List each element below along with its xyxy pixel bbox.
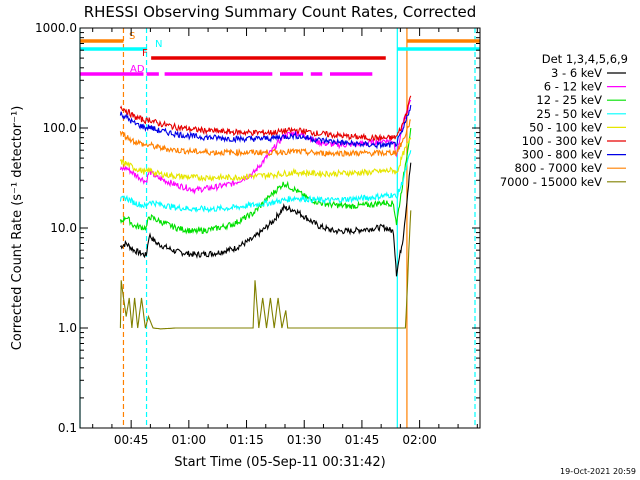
state-bar-label: F	[142, 48, 148, 59]
legend-label: 800 - 7000 keV	[514, 161, 602, 175]
legend-label: 3 - 6 keV	[551, 66, 602, 80]
legend-label: 100 - 300 keV	[522, 134, 602, 148]
legend-label: 25 - 50 keV	[536, 107, 602, 121]
y-tick-label: 0.1	[58, 421, 77, 435]
state-bar-label: S	[129, 31, 135, 42]
legend-label: 12 - 25 keV	[536, 93, 602, 107]
x-tick-label: 01:00	[172, 433, 207, 447]
series-line	[119, 150, 412, 214]
series-line	[119, 162, 412, 277]
x-tick-label: 01:15	[229, 433, 264, 447]
y-tick-label: 10.0	[50, 221, 77, 235]
series-line	[119, 99, 412, 195]
x-tick-label: 01:45	[345, 433, 380, 447]
series-line	[119, 104, 412, 150]
legend-title: Det 1,3,4,5,6,9	[542, 52, 628, 66]
axes: 0.1 1.0 10.0 100.0 1000.0 00:45 01:00 01:15 01:3…	[35, 21, 480, 447]
y-axis-label: Corrected Count Rate (s⁻¹ detector⁻¹)	[10, 106, 25, 351]
state-bar-label: N	[155, 39, 162, 50]
legend-label: 50 - 100 keV	[529, 120, 602, 134]
state-bar-label: AD	[130, 64, 145, 75]
x-tick-label: 02:00	[402, 433, 437, 447]
plot-frame	[79, 27, 481, 429]
x-tick-label: 00:45	[114, 433, 149, 447]
x-axis-label: Start Time (05-Sep-11 00:31:42)	[174, 455, 385, 470]
series-line	[119, 137, 412, 183]
y-tick-label: 100.0	[43, 121, 77, 135]
legend-label: 300 - 800 keV	[522, 148, 602, 162]
legend-label: 7000 - 15000 keV	[500, 175, 602, 189]
y-tick-label: 1000.0	[35, 21, 77, 35]
x-tick-label: 01:30	[287, 433, 322, 447]
plot-area: S NF AD	[79, 28, 480, 428]
series-line	[119, 95, 412, 142]
timestamp: 19-Oct-2021 20:59	[560, 467, 636, 476]
legend-label: 6 - 12 keV	[544, 80, 602, 94]
y-tick-label: 1.0	[58, 321, 77, 335]
series-line	[119, 119, 411, 158]
chart-title: RHESSI Observing Summary Count Rates, Co…	[84, 3, 477, 21]
series-line	[119, 210, 412, 330]
